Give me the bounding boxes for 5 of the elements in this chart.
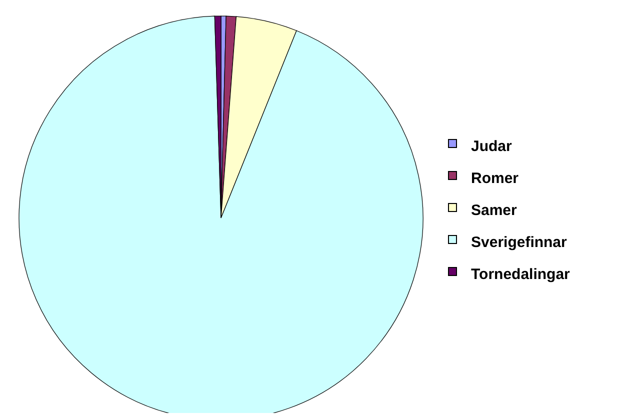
- legend-label: Samer: [471, 202, 517, 219]
- legend-label: Sverigefinnar: [471, 234, 567, 251]
- legend-label: Tornedalingar: [471, 266, 570, 283]
- legend-label: Judar: [471, 138, 512, 155]
- legend-label: Romer: [471, 170, 519, 187]
